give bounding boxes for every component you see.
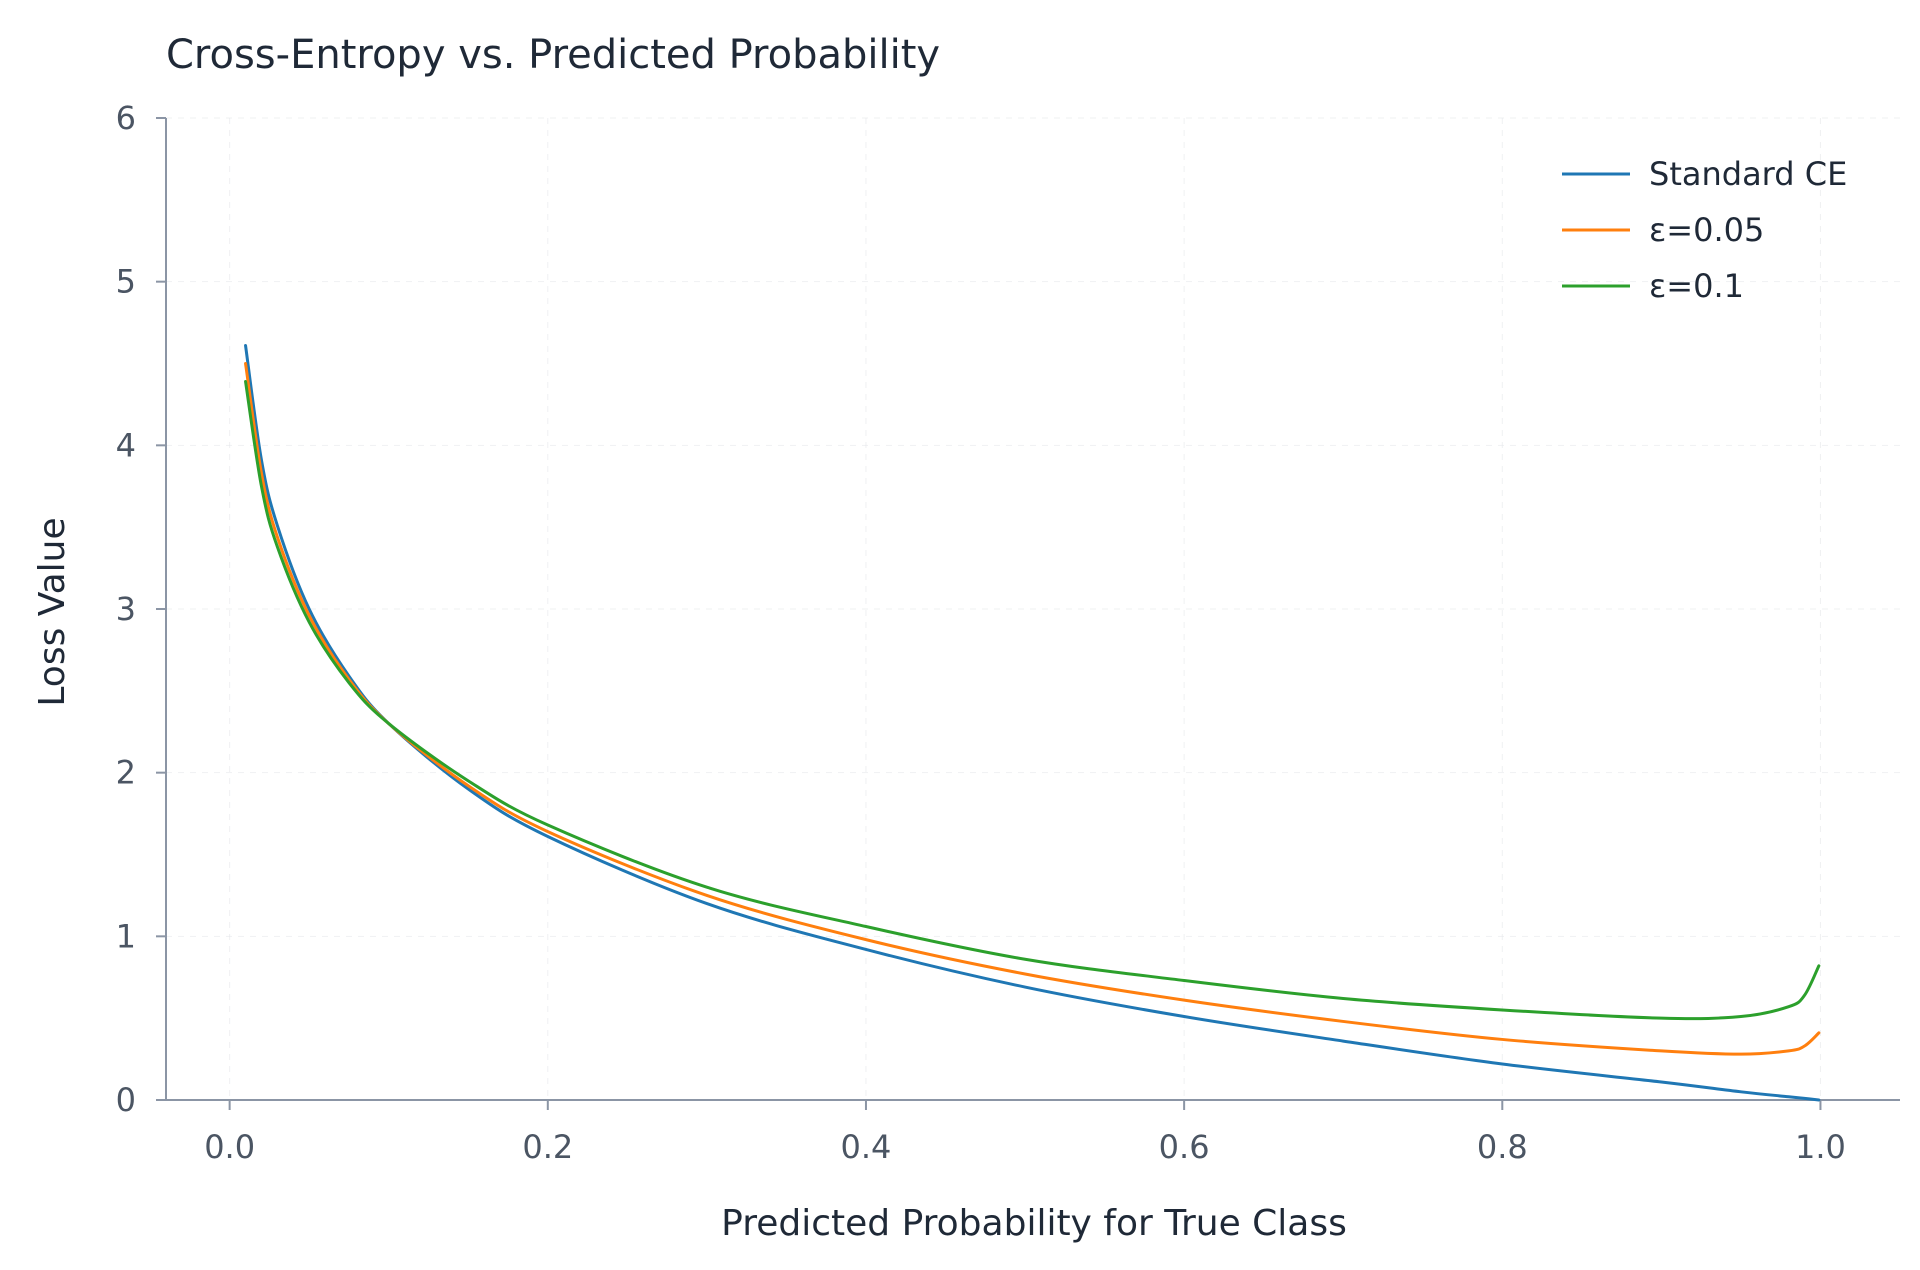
axes: 0.0 0.2 0.4 0.6 0.8 1.0 0 1 2 3 4 5 6: [116, 99, 1900, 1166]
x-tick-label: 1.0: [1795, 1128, 1846, 1166]
y-tick-label: 2: [116, 754, 136, 792]
y-tick-label: 5: [116, 263, 136, 301]
series-lines: [244, 344, 1821, 1102]
legend: Standard CE ε=0.05 ε=0.1: [1562, 155, 1847, 305]
legend-label: ε=0.1: [1649, 267, 1744, 305]
series-line-0-1: [244, 380, 1821, 1021]
y-tick-label: 1: [116, 917, 136, 955]
series-line-standard-ce: [244, 344, 1821, 1102]
y-tick-label: 6: [116, 99, 136, 137]
series-line-0-05: [244, 362, 1821, 1056]
y-tick-label: 3: [116, 590, 136, 628]
x-tick-label: 0.4: [841, 1128, 892, 1166]
chart-title: Cross-Entropy vs. Predicted Probability: [166, 32, 940, 78]
x-tick-label: 0.0: [204, 1128, 255, 1166]
y-axis-label: Loss Value: [32, 517, 73, 706]
legend-label: ε=0.05: [1649, 211, 1764, 249]
grid: [166, 117, 1900, 1101]
legend-label: Standard CE: [1649, 155, 1847, 193]
y-tick-label: 4: [116, 426, 136, 464]
x-tick-label: 0.8: [1477, 1128, 1528, 1166]
y-tick-label: 0: [116, 1081, 136, 1119]
x-axis-label: Predicted Probability for True Class: [721, 1203, 1347, 1244]
x-tick-label: 0.2: [522, 1128, 573, 1166]
x-tick-label: 0.6: [1159, 1128, 1210, 1166]
